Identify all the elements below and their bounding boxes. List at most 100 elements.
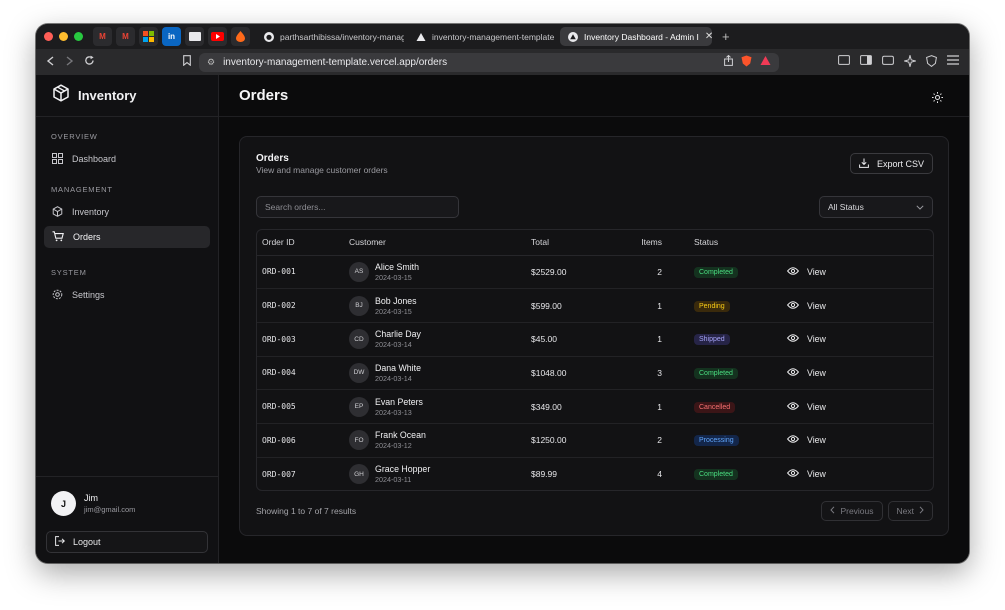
url-text[interactable]: inventory-management-template.vercel.app… <box>223 56 448 68</box>
table-row[interactable]: ORD-001 AS Alice Smith 2024-03-15 $2529.00 2 C… <box>257 255 933 290</box>
share-icon[interactable] <box>724 54 733 69</box>
customer-name: Bob Jones <box>375 295 417 306</box>
eye-icon <box>786 267 800 277</box>
table-row[interactable]: ORD-004 DW Dana White 2024-03-14 $1048.00 3 Co… <box>257 356 933 391</box>
site-settings-icon[interactable]: ⚙ <box>207 56 216 67</box>
customer-name: Alice Smith <box>375 261 419 272</box>
customer-cell: AS Alice Smith 2024-03-15 <box>349 255 531 290</box>
view-order-button[interactable]: View <box>786 301 933 311</box>
youtube-icon[interactable] <box>208 27 227 46</box>
status-badge: Completed <box>694 469 738 481</box>
orders-table: Order ID Customer Total Items Status ORD… <box>256 229 934 491</box>
close-window-button[interactable] <box>44 32 53 41</box>
view-order-button[interactable]: View <box>786 266 933 277</box>
customer-cell: CD Charlie Day 2024-03-14 <box>349 322 531 357</box>
github-icon <box>264 31 274 42</box>
brand[interactable]: Inventory <box>36 75 218 117</box>
wallet-icon[interactable] <box>882 55 894 70</box>
brave-shield-icon[interactable] <box>741 55 752 70</box>
vercel-icon <box>568 31 578 42</box>
bookmark-icon[interactable] <box>183 55 191 69</box>
user-email: jim@gmail.com <box>84 505 136 514</box>
action-cell: View <box>786 423 933 458</box>
sidebar-item-label: Dashboard <box>72 154 117 164</box>
customer-name: Grace Hopper <box>375 464 431 475</box>
view-order-button[interactable]: View <box>786 435 933 445</box>
order-date: 2024-03-11 <box>375 475 412 485</box>
order-date: 2024-03-14 <box>375 340 412 350</box>
view-order-button[interactable]: View <box>786 402 933 412</box>
status-cell: Completed <box>662 255 787 290</box>
view-label: View <box>807 266 826 277</box>
order-id: ORD-001 <box>257 255 349 290</box>
column-header-status[interactable]: Status <box>662 230 787 256</box>
search-input[interactable] <box>256 196 459 218</box>
view-order-button[interactable]: View <box>786 469 933 480</box>
menu-icon[interactable] <box>947 54 959 70</box>
status-filter-select[interactable]: All Status <box>819 196 933 218</box>
view-order-button[interactable]: View <box>786 334 933 344</box>
box-logo-icon <box>52 84 70 107</box>
microsoft-icon[interactable] <box>139 27 158 46</box>
order-items: 2 <box>630 255 662 290</box>
column-header-total[interactable]: Total <box>531 230 630 256</box>
back-icon[interactable] <box>46 55 55 69</box>
avatar: GH <box>349 464 369 485</box>
table-row[interactable]: ORD-005 EP Evan Peters 2024-03-13 $349.00 1 Ca… <box>257 389 933 424</box>
flame-icon[interactable] <box>231 27 250 46</box>
sidebar-item-dashboard[interactable]: Dashboard <box>44 148 210 170</box>
table-row[interactable]: ORD-002 BJ Bob Jones 2024-03-15 $599.00 1 Pend… <box>257 288 933 323</box>
tab-inventory-dashboard[interactable]: Inventory Dashboard - Admin I ✕ <box>560 27 712 46</box>
export-csv-button[interactable]: Export CSV <box>849 153 933 174</box>
address-bar[interactable]: ⚙ inventory-management-template.vercel.a… <box>199 52 779 72</box>
order-total: $45.00 <box>531 322 630 357</box>
reload-icon[interactable] <box>84 55 95 69</box>
theme-toggle-sun-icon[interactable] <box>932 90 943 108</box>
gmail-icon[interactable]: M <box>93 27 112 46</box>
order-date: 2024-03-14 <box>375 373 412 383</box>
column-header-customer[interactable]: Customer <box>349 230 531 256</box>
column-header-order-id[interactable]: Order ID <box>257 230 349 256</box>
forward-icon[interactable] <box>65 55 74 69</box>
pinned-tabs: M M in <box>93 27 250 46</box>
sidebar-item-inventory[interactable]: Inventory <box>44 201 210 223</box>
leo-ai-icon[interactable] <box>902 53 918 70</box>
order-id: ORD-006 <box>257 423 349 458</box>
table-row[interactable]: ORD-006 FO Frank Ocean 2024-03-12 $1250.00 2 P… <box>257 423 933 458</box>
previous-label: Previous <box>840 506 874 516</box>
gmail-icon[interactable]: M <box>116 27 135 46</box>
tab-github[interactable]: parthsarthibissa/inventory-manag <box>256 27 404 46</box>
maximize-window-button[interactable] <box>74 32 83 41</box>
linkedin-icon[interactable]: in <box>162 27 181 46</box>
order-id: ORD-003 <box>257 322 349 357</box>
navigation-bar: ⚙ inventory-management-template.vercel.a… <box>36 49 969 75</box>
brave-rewards-icon[interactable] <box>760 55 771 69</box>
previous-page-button[interactable]: Previous <box>821 501 883 521</box>
sidebar-toggle-icon[interactable] <box>860 54 872 70</box>
order-total: $1250.00 <box>531 423 630 458</box>
vpn-shield-icon[interactable] <box>926 54 937 70</box>
table-row[interactable]: ORD-007 GH Grace Hopper 2024-03-11 $89.99 4 Co… <box>257 457 933 490</box>
sidebar-item-orders[interactable]: Orders <box>44 226 210 248</box>
window-controls <box>44 32 83 41</box>
sidebar-item-settings[interactable]: Settings <box>44 284 210 306</box>
section-label-overview: OVERVIEW <box>51 132 98 141</box>
new-tab-button[interactable]: + <box>722 29 730 44</box>
order-items: 1 <box>630 288 662 323</box>
table-row[interactable]: ORD-003 CD Charlie Day 2024-03-14 $45.00 1 Shi… <box>257 322 933 357</box>
column-header-actions <box>787 230 933 256</box>
screenshot-icon[interactable] <box>838 54 850 70</box>
view-label: View <box>807 469 826 480</box>
user-profile[interactable]: J Jim jim@gmail.com <box>36 477 218 516</box>
customer-cell: FO Frank Ocean 2024-03-12 <box>349 423 531 458</box>
order-total: $599.00 <box>531 288 630 323</box>
app-icon[interactable] <box>185 27 204 46</box>
next-page-button[interactable]: Next <box>887 501 933 521</box>
minimize-window-button[interactable] <box>59 32 68 41</box>
column-header-items[interactable]: Items <box>630 230 662 256</box>
logout-button[interactable]: Logout <box>46 531 208 553</box>
order-date: 2024-03-13 <box>375 407 412 417</box>
close-tab-icon[interactable]: ✕ <box>704 31 712 42</box>
tab-vercel[interactable]: inventory-management-template - <box>408 27 556 46</box>
view-order-button[interactable]: View <box>786 368 933 378</box>
